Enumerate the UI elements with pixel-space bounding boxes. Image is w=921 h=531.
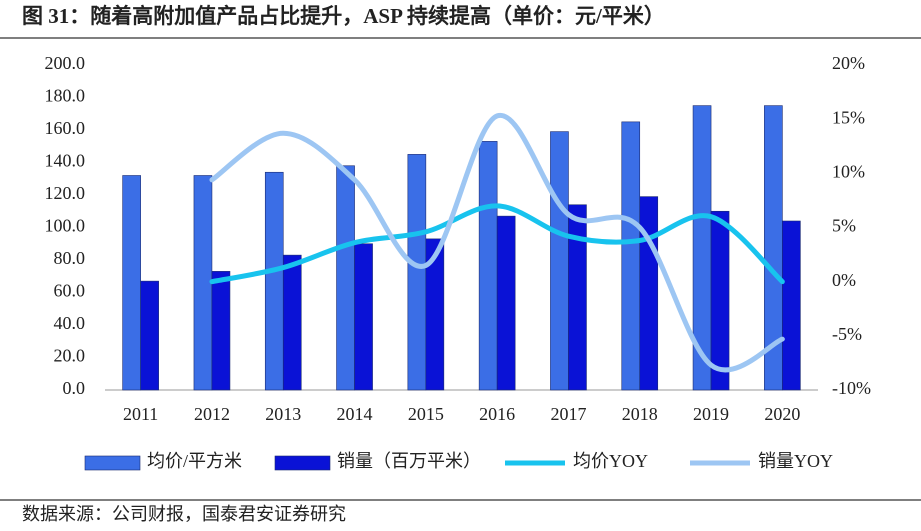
bar [710,210,730,391]
bar [425,238,445,391]
bar [639,196,659,391]
bar [282,254,302,391]
line [209,113,785,373]
y-tick-label: 20.0 [54,346,86,366]
x-tick-label: 2014 [337,404,373,424]
legend-label: 销量（百万平米） [337,451,481,471]
y-tick-label: 200.0 [45,53,86,73]
y2-tick-label: 20% [832,53,865,73]
bar [336,165,355,391]
source: 数据来源：公司财报，国泰君安证券研究 [22,504,346,524]
x-tick-label: 2018 [622,404,658,424]
bar [354,243,373,391]
y2-tick-label: -10% [832,378,871,398]
bar [193,175,213,391]
y2-tick-label: 15% [832,107,865,127]
legend-swatch [274,455,331,471]
y2-tick-label: 5% [832,216,856,236]
bar [122,175,141,391]
chart-title: 图 31：随着高附加值产品占比提升，ASP 持续提高（单价：元/平米） [22,4,665,28]
bar [211,271,231,391]
x-tick-label: 2019 [693,404,729,424]
y-tick-label: 120.0 [45,183,86,203]
bar [568,204,587,391]
y-tick-label: 60.0 [54,281,86,301]
x-tick-label: 2013 [265,404,301,424]
y2-tick-label: -5% [832,324,862,344]
y-tick-label: 140.0 [45,151,86,171]
bar [478,141,498,391]
bar [782,220,801,391]
line [209,203,785,285]
y2-tick-label: 0% [832,270,856,290]
y2-tick-label: 10% [832,161,865,181]
legend-label: 均价/平方米 [147,451,242,471]
x-tick-label: 2017 [550,404,586,424]
y-tick-label: 180.0 [45,86,86,106]
x-tick-label: 2020 [764,404,800,424]
x-tick-label: 2012 [194,404,230,424]
y-tick-label: 0.0 [63,378,86,398]
bar [140,280,159,391]
x-tick-label: 2015 [408,404,444,424]
legend-swatch [84,455,141,471]
bar [407,154,427,391]
y-tick-label: 80.0 [54,248,86,268]
y-tick-label: 40.0 [54,313,86,333]
legend-label: 销量YOY [758,451,833,471]
x-tick-label: 2011 [123,404,158,424]
y-tick-label: 100.0 [45,216,86,236]
bar [264,171,284,391]
bar [496,215,516,391]
bar [621,121,641,391]
legend-label: 均价YOY [573,451,648,471]
x-tick-label: 2016 [479,404,515,424]
bar [550,131,569,391]
y-tick-label: 160.0 [45,118,86,138]
